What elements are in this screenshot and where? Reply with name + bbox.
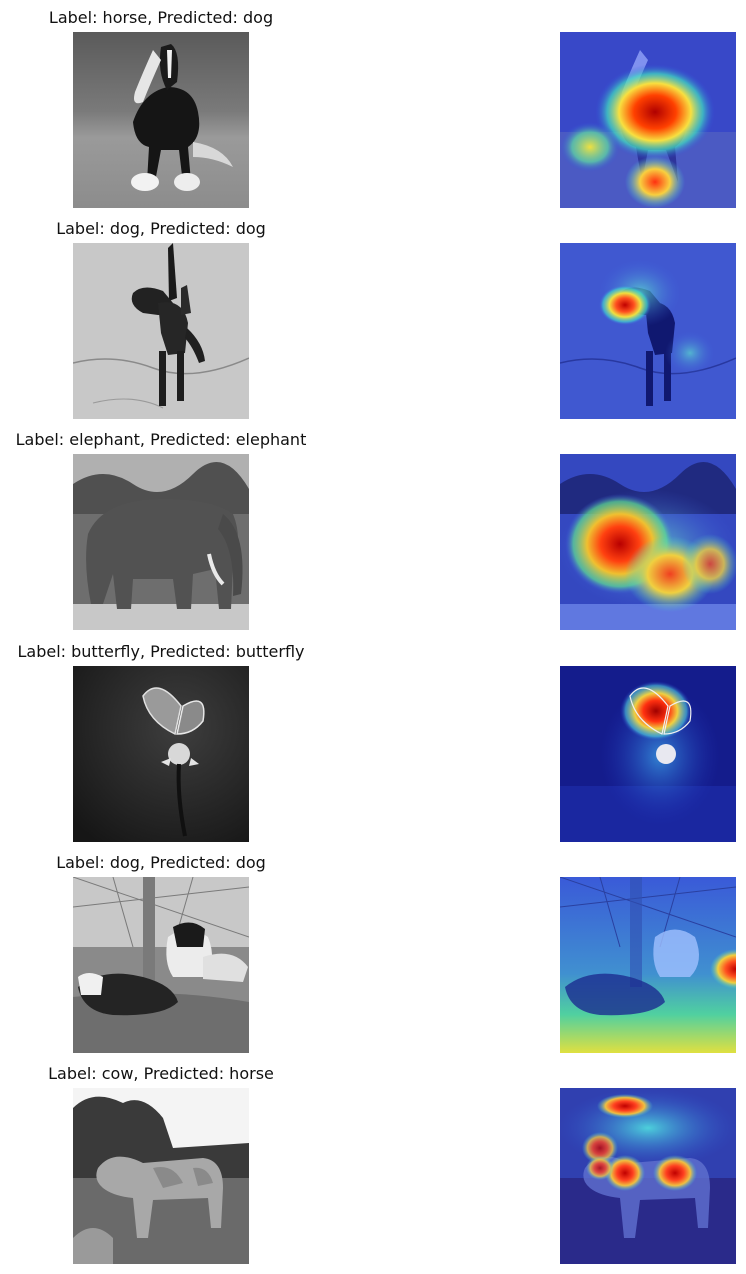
row-2-title: Label: dog, Predicted: dog (56, 219, 266, 238)
row-1-title: Label: horse, Predicted: dog (48, 8, 274, 27)
row-6-original-image (73, 1088, 249, 1264)
row-4-original-image (73, 666, 249, 842)
row-1-original-image (73, 32, 249, 208)
row-4-heatmap-image (560, 666, 736, 842)
row-4-title: Label: butterfly, Predicted: butterfly (17, 642, 305, 661)
row-2-heatmap-image (560, 243, 736, 419)
row-5-heatmap-image (560, 877, 736, 1053)
row-6-heatmap-image (560, 1088, 736, 1264)
row-5-title: Label: dog, Predicted: dog (56, 853, 266, 872)
row-3-title: Label: elephant, Predicted: elephant (15, 430, 307, 449)
row-5-original-image (73, 877, 249, 1053)
row-3-heatmap-image (560, 454, 736, 630)
row-2-original-image (73, 243, 249, 419)
row-1-heatmap-image (560, 32, 736, 208)
row-3-original-image (73, 454, 249, 630)
row-6-title: Label: cow, Predicted: horse (48, 1064, 274, 1083)
